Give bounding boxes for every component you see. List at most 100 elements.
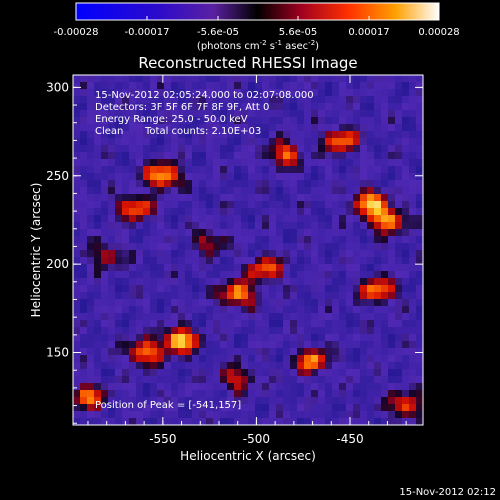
heatmap-cell bbox=[220, 89, 228, 97]
heatmap-cell bbox=[234, 110, 242, 118]
method-text: Clean bbox=[95, 126, 123, 137]
heatmap-cell bbox=[192, 411, 200, 419]
heatmap-cell bbox=[192, 390, 200, 398]
heatmap-cell bbox=[136, 299, 144, 307]
heatmap-cell bbox=[234, 320, 242, 328]
heatmap-cell bbox=[87, 355, 95, 363]
heatmap-cell bbox=[87, 110, 95, 118]
heatmap-cell bbox=[374, 89, 382, 97]
heatmap-cell bbox=[129, 299, 137, 307]
heatmap-cell bbox=[388, 110, 396, 118]
heatmap-cell bbox=[206, 348, 214, 356]
heatmap-cell bbox=[381, 383, 389, 391]
heatmap-cell bbox=[395, 82, 403, 90]
heatmap-cell bbox=[136, 285, 144, 293]
heatmap-cell bbox=[297, 271, 305, 279]
heatmap-cell bbox=[143, 341, 151, 349]
heatmap-cell bbox=[290, 194, 298, 202]
heatmap-cell bbox=[297, 257, 305, 265]
heatmap-cell bbox=[101, 110, 109, 118]
heatmap-cell bbox=[227, 411, 235, 419]
heatmap-cell bbox=[332, 355, 340, 363]
heatmap-cell bbox=[409, 222, 417, 230]
heatmap-cell bbox=[87, 145, 95, 153]
heatmap-cell bbox=[164, 390, 172, 398]
heatmap-cell bbox=[178, 166, 186, 174]
heatmap-cell bbox=[332, 215, 340, 223]
heatmap-cell bbox=[325, 229, 333, 237]
heatmap-cell bbox=[122, 313, 130, 321]
heatmap-cell bbox=[269, 82, 277, 90]
heatmap-cell bbox=[199, 187, 207, 195]
heatmap-cell bbox=[164, 124, 172, 132]
heatmap-cell bbox=[304, 236, 312, 244]
heatmap-cell bbox=[199, 313, 207, 321]
heatmap-cell bbox=[381, 229, 389, 237]
heatmap-cell bbox=[325, 236, 333, 244]
heatmap-cell bbox=[87, 75, 95, 83]
heatmap-cell bbox=[171, 96, 179, 104]
heatmap-cell bbox=[185, 243, 193, 251]
heatmap-cell bbox=[402, 159, 410, 167]
heatmap-cell bbox=[402, 383, 410, 391]
heatmap-cell bbox=[73, 187, 81, 195]
heatmap-cell bbox=[269, 278, 277, 286]
heatmap-cell bbox=[199, 418, 207, 425]
heatmap-cell bbox=[206, 117, 214, 125]
heatmap-cell bbox=[94, 411, 102, 419]
heatmap-cell bbox=[283, 369, 291, 377]
heatmap-cell bbox=[129, 292, 137, 300]
heatmap-cell bbox=[339, 82, 347, 90]
heatmap-cell bbox=[262, 145, 270, 153]
heatmap-cell bbox=[143, 285, 151, 293]
heatmap-cell bbox=[346, 173, 354, 181]
heatmap-cell bbox=[185, 89, 193, 97]
heatmap-cell bbox=[129, 145, 137, 153]
heatmap-cell bbox=[360, 96, 368, 104]
heatmap-cell bbox=[108, 159, 116, 167]
heatmap-cell bbox=[353, 404, 361, 412]
heatmap-cell bbox=[101, 383, 109, 391]
heatmap-cell bbox=[108, 117, 116, 125]
heatmap-cell bbox=[178, 369, 186, 377]
heatmap-cell bbox=[255, 152, 263, 160]
heatmap-cell bbox=[318, 145, 326, 153]
heatmap-cell bbox=[325, 327, 333, 335]
heatmap-cell bbox=[192, 236, 200, 244]
heatmap-cell bbox=[108, 208, 116, 216]
heatmap-cell bbox=[374, 362, 382, 370]
heatmap-cell bbox=[353, 194, 361, 202]
heatmap-cell bbox=[402, 89, 410, 97]
heatmap-cell bbox=[157, 397, 165, 405]
heatmap-cell bbox=[325, 383, 333, 391]
heatmap-cell bbox=[332, 376, 340, 384]
heatmap-cell bbox=[171, 103, 179, 111]
heatmap-cell bbox=[94, 180, 102, 188]
heatmap-cell bbox=[122, 103, 130, 111]
heatmap-cell bbox=[360, 264, 368, 272]
heatmap-cell bbox=[122, 334, 130, 342]
heatmap-cell bbox=[388, 229, 396, 237]
heatmap-cell bbox=[73, 103, 81, 111]
heatmap-cell bbox=[297, 404, 305, 412]
heatmap-cell bbox=[283, 334, 291, 342]
heatmap-cell bbox=[262, 376, 270, 384]
heatmap-cell bbox=[220, 96, 228, 104]
heatmap-cell bbox=[304, 250, 312, 258]
heatmap-cell bbox=[101, 271, 109, 279]
heatmap-cell bbox=[136, 173, 144, 181]
heatmap-cell bbox=[367, 348, 375, 356]
heatmap-cell bbox=[318, 180, 326, 188]
heatmap-cell bbox=[150, 82, 158, 90]
heatmap-cell bbox=[353, 257, 361, 265]
heatmap-cell bbox=[248, 187, 256, 195]
heatmap-cell bbox=[143, 369, 151, 377]
heatmap-cell bbox=[332, 404, 340, 412]
heatmap-cell bbox=[297, 201, 305, 209]
heatmap-cell bbox=[283, 110, 291, 118]
heatmap-cell bbox=[129, 306, 137, 314]
heatmap-cell bbox=[248, 131, 256, 139]
heatmap-cell bbox=[388, 138, 396, 146]
heatmap-cell bbox=[199, 341, 207, 349]
